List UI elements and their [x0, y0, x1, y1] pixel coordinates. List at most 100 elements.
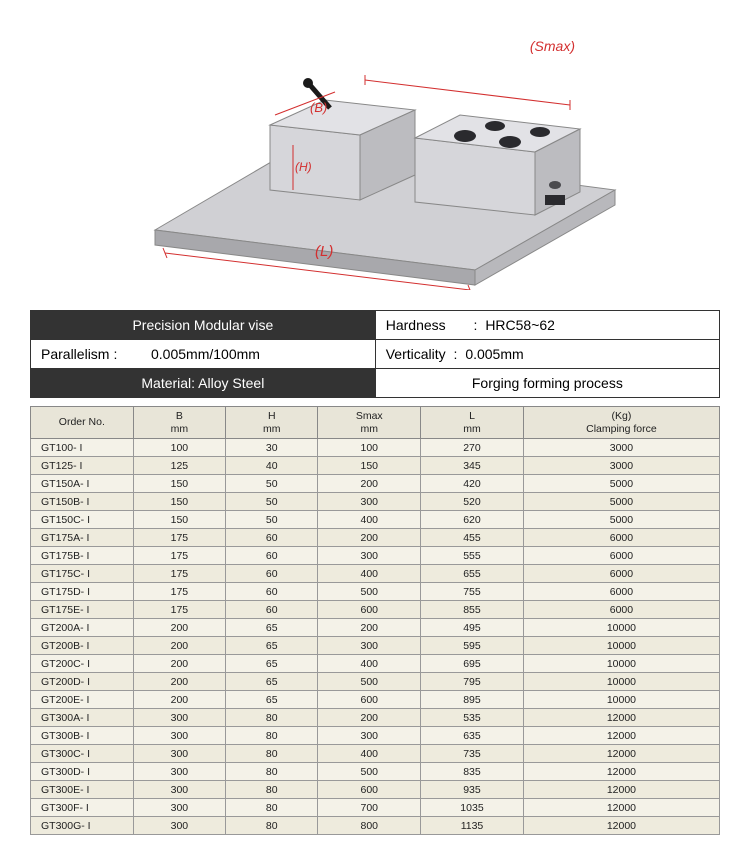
cell-s: 300: [318, 727, 421, 745]
cell-f: 6000: [523, 601, 719, 619]
cell-b: 100: [133, 439, 225, 457]
cell-s: 500: [318, 763, 421, 781]
cell-l: 895: [421, 691, 524, 709]
cell-s: 100: [318, 439, 421, 457]
cell-b: 175: [133, 547, 225, 565]
table-row: GT175A- I175602004556000: [31, 529, 720, 547]
cell-l: 555: [421, 547, 524, 565]
cell-l: 635: [421, 727, 524, 745]
smax-label: (Smax): [530, 38, 575, 54]
cell-h: 60: [226, 565, 318, 583]
cell-f: 3000: [523, 439, 719, 457]
cell-l: 495: [421, 619, 524, 637]
cell-order: GT175B- I: [31, 547, 134, 565]
hardness-cell: Hardness : HRC58~62: [375, 311, 719, 340]
title-cell: Precision Modular vise: [31, 311, 376, 340]
cell-l: 420: [421, 475, 524, 493]
header-smax: Smaxmm: [318, 407, 421, 439]
table-row: GT300F- I30080700103512000: [31, 799, 720, 817]
l-label: (L): [315, 243, 333, 260]
cell-order: GT300D- I: [31, 763, 134, 781]
cell-b: 200: [133, 637, 225, 655]
cell-s: 600: [318, 601, 421, 619]
cell-f: 12000: [523, 727, 719, 745]
cell-f: 5000: [523, 493, 719, 511]
cell-order: GT300G- I: [31, 817, 134, 835]
cell-h: 80: [226, 709, 318, 727]
cell-l: 695: [421, 655, 524, 673]
cell-s: 500: [318, 673, 421, 691]
table-row: GT300C- I3008040073512000: [31, 745, 720, 763]
spec-table: Order No. Bmm Hmm Smaxmm Lmm (Kg)Clampin…: [30, 406, 720, 835]
cell-f: 6000: [523, 583, 719, 601]
cell-b: 150: [133, 493, 225, 511]
cell-order: GT200A- I: [31, 619, 134, 637]
cell-s: 300: [318, 637, 421, 655]
cell-order: GT300E- I: [31, 781, 134, 799]
cell-b: 300: [133, 727, 225, 745]
cell-order: GT300A- I: [31, 709, 134, 727]
table-row: GT200A- I2006520049510000: [31, 619, 720, 637]
cell-f: 6000: [523, 565, 719, 583]
cell-b: 200: [133, 655, 225, 673]
cell-s: 400: [318, 565, 421, 583]
cell-order: GT200C- I: [31, 655, 134, 673]
cell-h: 80: [226, 745, 318, 763]
vise-diagram: (Smax) (B) (H) (L): [115, 30, 635, 290]
parallelism-label-cell: Parallelism:: [31, 340, 142, 369]
cell-h: 50: [226, 475, 318, 493]
table-row: GT200D- I2006550079510000: [31, 673, 720, 691]
cell-f: 5000: [523, 475, 719, 493]
cell-b: 200: [133, 619, 225, 637]
cell-h: 65: [226, 619, 318, 637]
cell-s: 400: [318, 511, 421, 529]
cell-l: 655: [421, 565, 524, 583]
spec-header-row: Order No. Bmm Hmm Smaxmm Lmm (Kg)Clampin…: [31, 407, 720, 439]
cell-l: 270: [421, 439, 524, 457]
cell-h: 60: [226, 583, 318, 601]
cell-h: 80: [226, 781, 318, 799]
table-row: GT175D- I175605007556000: [31, 583, 720, 601]
cell-order: GT200B- I: [31, 637, 134, 655]
cell-b: 150: [133, 475, 225, 493]
cell-f: 5000: [523, 511, 719, 529]
cell-l: 855: [421, 601, 524, 619]
header-order: Order No.: [31, 407, 134, 439]
cell-b: 300: [133, 781, 225, 799]
cell-b: 300: [133, 799, 225, 817]
table-row: GT300G- I30080800113512000: [31, 817, 720, 835]
cell-l: 455: [421, 529, 524, 547]
cell-h: 30: [226, 439, 318, 457]
b-label: (B): [310, 100, 327, 115]
colon: :: [109, 346, 121, 362]
cell-order: GT200D- I: [31, 673, 134, 691]
header-l: Lmm: [421, 407, 524, 439]
cell-f: 10000: [523, 655, 719, 673]
table-row: GT150B- I150503005205000: [31, 493, 720, 511]
spec-body: GT100- I100301002703000GT125- I125401503…: [31, 439, 720, 835]
cell-f: 6000: [523, 547, 719, 565]
cell-order: GT125- I: [31, 457, 134, 475]
table-row: GT175C- I175604006556000: [31, 565, 720, 583]
cell-b: 300: [133, 817, 225, 835]
cell-h: 40: [226, 457, 318, 475]
cell-b: 300: [133, 745, 225, 763]
h-label: (H): [295, 160, 312, 174]
table-row: GT300A- I3008020053512000: [31, 709, 720, 727]
cell-h: 50: [226, 493, 318, 511]
cell-h: 50: [226, 511, 318, 529]
cell-l: 520: [421, 493, 524, 511]
cell-l: 795: [421, 673, 524, 691]
cell-b: 175: [133, 529, 225, 547]
material-cell: Material: Alloy Steel: [31, 369, 376, 398]
cell-order: GT150A- I: [31, 475, 134, 493]
cell-order: GT300F- I: [31, 799, 134, 817]
cell-f: 3000: [523, 457, 719, 475]
cell-s: 150: [318, 457, 421, 475]
cell-f: 12000: [523, 763, 719, 781]
cell-f: 10000: [523, 637, 719, 655]
cell-l: 535: [421, 709, 524, 727]
cell-h: 80: [226, 763, 318, 781]
cell-l: 935: [421, 781, 524, 799]
cell-s: 400: [318, 745, 421, 763]
